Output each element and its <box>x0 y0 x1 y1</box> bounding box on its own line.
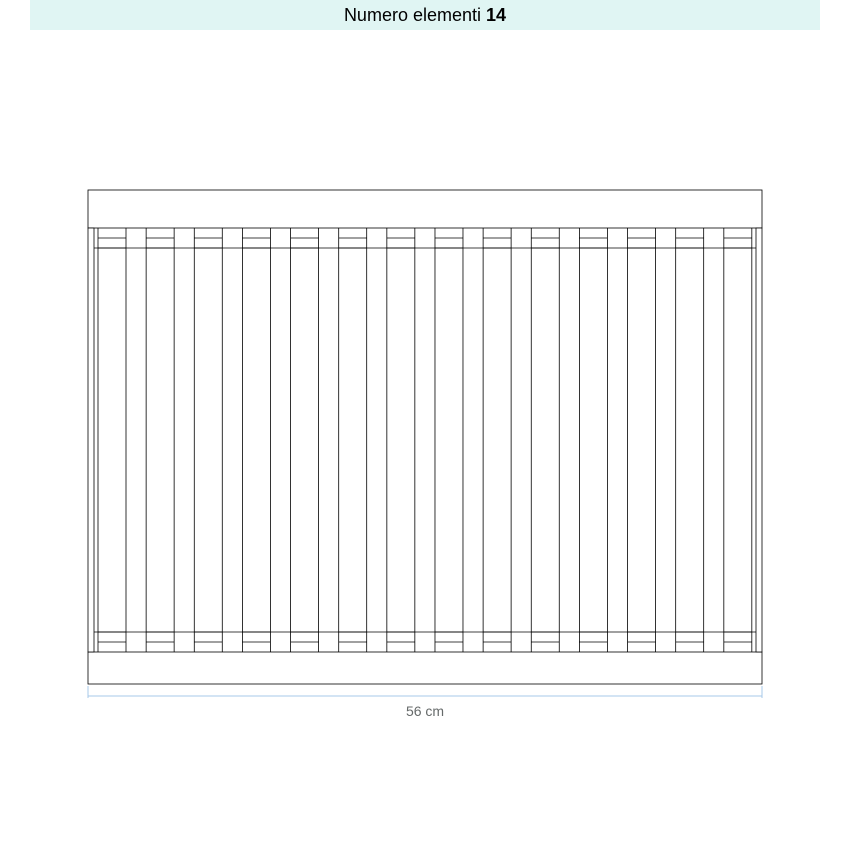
element-count-label: Numero elementi <box>344 5 481 25</box>
width-dimension-label: 56 cm <box>406 703 444 719</box>
element-count-header: Numero elementi 14 <box>30 0 820 30</box>
element-count-value: 14 <box>486 5 506 25</box>
radiator-diagram: 56 cm <box>0 30 850 830</box>
